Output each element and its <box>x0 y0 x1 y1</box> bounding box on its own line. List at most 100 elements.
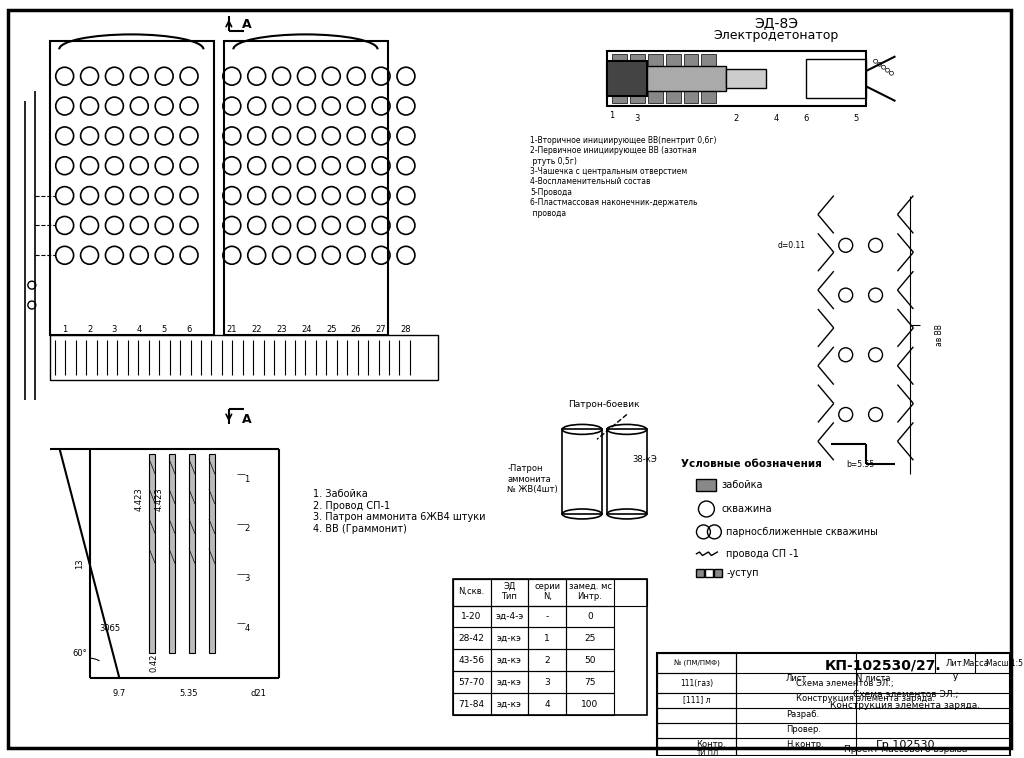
Bar <box>715 568 722 577</box>
Bar <box>696 568 705 577</box>
Bar <box>453 671 490 693</box>
Bar <box>701 55 717 103</box>
Text: d21: d21 <box>251 688 266 697</box>
Bar <box>453 693 490 715</box>
Text: Схема элементов ЭЛ.;
Конструкция элемента заряда.: Схема элементов ЭЛ.; Конструкция элемент… <box>830 691 980 709</box>
Text: Н.контр.: Н.контр. <box>786 741 823 750</box>
Text: Контр.: Контр. <box>696 741 726 750</box>
Text: -Патрон
аммонита
№ ЖВ(4шт): -Патрон аммонита № ЖВ(4шт) <box>508 464 558 494</box>
Bar <box>607 52 865 106</box>
Text: 71-84: 71-84 <box>459 700 484 709</box>
Text: 2: 2 <box>545 656 550 665</box>
Bar <box>566 671 614 693</box>
Text: эд-кэ: эд-кэ <box>497 700 522 709</box>
Text: замед. мс
Интр.: замед. мс Интр. <box>568 582 611 601</box>
Bar <box>607 61 647 96</box>
Text: 3: 3 <box>545 678 550 687</box>
Text: эд-кэ: эд-кэ <box>497 656 522 665</box>
Text: 111(газ): 111(газ) <box>680 678 713 688</box>
Bar <box>224 42 388 335</box>
Text: 2: 2 <box>244 525 250 534</box>
Text: 28-42: 28-42 <box>459 634 484 643</box>
Bar <box>528 578 566 606</box>
Bar <box>453 650 490 671</box>
Bar <box>490 650 528 671</box>
Bar <box>566 650 614 671</box>
Text: 1. Забойка
2. Провод СП-1
3. Патрон аммонита 6ЖВ4 штуки
4. ВВ (Граммонит): 1. Забойка 2. Провод СП-1 3. Патрон аммо… <box>313 489 486 534</box>
Text: У: У <box>952 674 957 683</box>
Text: 9.7: 9.7 <box>113 688 126 697</box>
Text: Провер.: Провер. <box>786 725 821 735</box>
Bar <box>656 653 736 756</box>
Text: d=0.11: d=0.11 <box>778 241 806 250</box>
Text: 0: 0 <box>587 612 593 621</box>
Text: 2: 2 <box>733 114 739 124</box>
Bar <box>50 42 214 335</box>
Text: 50: 50 <box>585 656 596 665</box>
Text: 100: 100 <box>582 700 599 709</box>
Text: Схема элементов ЭЛ.;: Схема элементов ЭЛ.; <box>796 678 894 688</box>
Bar <box>806 59 865 98</box>
Text: 1-20: 1-20 <box>462 612 482 621</box>
Text: 24: 24 <box>301 325 311 334</box>
Text: A: A <box>242 18 252 31</box>
Bar <box>647 66 726 91</box>
Text: ЭД-8Э: ЭД-8Э <box>754 17 798 30</box>
Text: 1-Вторичное инициирующее ВВ(пентрит 0,6г)
2-Первичное инициирующее ВВ (азотная
 : 1-Вторичное инициирующее ВВ(пентрит 0,6г… <box>530 136 717 218</box>
Text: 57-70: 57-70 <box>459 678 484 687</box>
Bar <box>528 693 566 715</box>
Bar <box>528 650 566 671</box>
Text: КП-102530/27.: КП-102530/27. <box>824 658 941 672</box>
Bar <box>566 578 614 606</box>
Text: эд-кэ: эд-кэ <box>497 678 522 687</box>
Text: 43-56: 43-56 <box>459 656 484 665</box>
Text: 4.423: 4.423 <box>135 487 143 511</box>
Text: Масш 1:5: Масш 1:5 <box>986 659 1023 668</box>
Text: 30б5: 30б5 <box>99 624 120 633</box>
Bar <box>566 628 614 650</box>
Bar <box>189 454 195 653</box>
Text: 4.423: 4.423 <box>155 487 164 511</box>
Bar <box>684 55 698 103</box>
Text: 0.42: 0.42 <box>150 654 159 672</box>
Bar <box>648 55 663 103</box>
Bar <box>490 628 528 650</box>
Bar <box>528 628 566 650</box>
Text: № (ПМ/ПМФ): № (ПМ/ПМФ) <box>674 659 720 667</box>
Bar <box>612 55 627 103</box>
Text: 60°: 60° <box>73 649 87 658</box>
Text: забойка: забойка <box>721 480 763 490</box>
Text: -: - <box>546 612 549 621</box>
Text: 3: 3 <box>112 325 117 334</box>
Bar <box>453 578 647 715</box>
Bar <box>666 55 681 103</box>
Text: 4: 4 <box>773 114 778 124</box>
Text: 1: 1 <box>609 111 614 121</box>
Text: провода СП -1: провода СП -1 <box>726 549 799 559</box>
Text: Патрон-боевик: Патрон-боевик <box>568 400 640 409</box>
Bar <box>169 454 175 653</box>
Text: ТИ ПЛ: ТИ ПЛ <box>696 750 719 756</box>
Text: 3: 3 <box>244 574 250 583</box>
Bar <box>528 671 566 693</box>
Text: эд-4-э: эд-4-э <box>496 612 523 621</box>
Text: 1: 1 <box>244 475 250 484</box>
Bar <box>630 55 645 103</box>
Text: 3: 3 <box>634 114 639 124</box>
Text: 22: 22 <box>252 325 262 334</box>
Text: 2: 2 <box>87 325 92 334</box>
Bar <box>453 578 647 606</box>
Bar <box>453 606 490 628</box>
Text: -уступ: -уступ <box>726 568 759 578</box>
Text: 25: 25 <box>326 325 337 334</box>
Text: 21: 21 <box>226 325 238 334</box>
Bar <box>453 628 490 650</box>
Bar <box>490 606 528 628</box>
Text: 4: 4 <box>136 325 142 334</box>
Text: 26: 26 <box>351 325 361 334</box>
Text: 6: 6 <box>803 114 809 124</box>
Text: 75: 75 <box>585 678 596 687</box>
Bar <box>453 578 490 606</box>
Text: b=5.55: b=5.55 <box>847 459 874 468</box>
Text: ЭД
Тип: ЭД Тип <box>502 582 517 601</box>
